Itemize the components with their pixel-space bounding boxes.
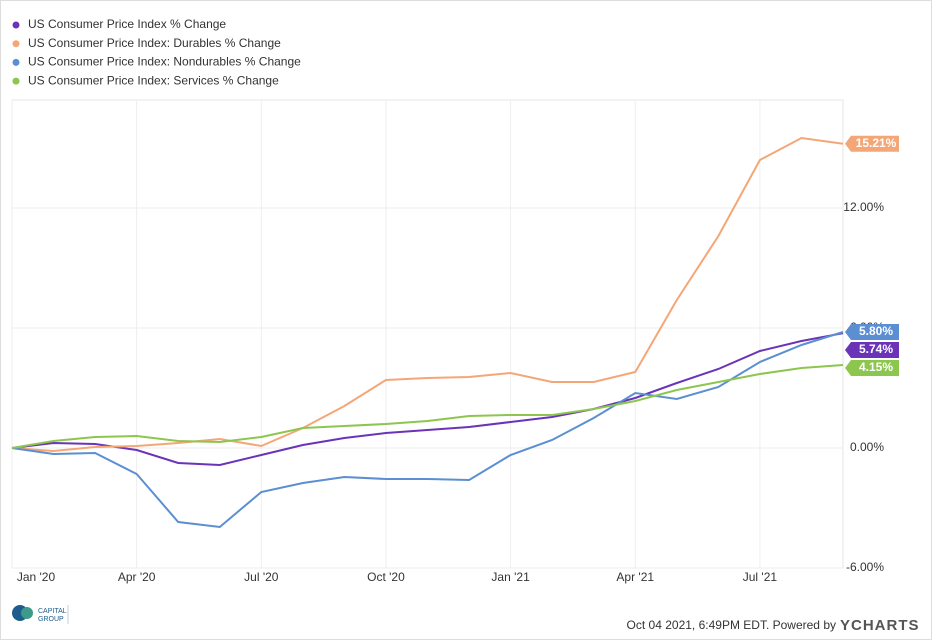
timestamp: Oct 04 2021, 6:49PM EDT. Powered by [627,618,836,632]
series-line [11,136,844,453]
value-label-tag [845,324,899,340]
legend-label: US Consumer Price Index: Nondurables % C… [28,55,301,69]
series-line [11,332,844,467]
legend-marker [12,58,20,66]
x-tick-label: Apr '20 [118,570,156,584]
logo-text: GROUP [38,616,64,623]
legend-marker [12,77,20,85]
logo: CAPITAL GROUP [12,605,69,624]
value-label: 15.21% [856,136,897,150]
y-tick-label: -6.00% [846,560,884,574]
legend-label: US Consumer Price Index % Change [28,17,226,31]
x-tick-label: Apr '21 [616,570,654,584]
x-tick-label: Jan '21 [491,570,530,584]
legend-marker [12,40,20,48]
series-line [11,331,844,529]
legend-label: US Consumer Price Index: Services % Chan… [28,73,279,87]
value-label-tag [845,135,899,152]
value-label: 4.15% [859,360,893,374]
value-label-tag [845,342,899,358]
x-tick-label: Oct '20 [367,570,405,584]
logo-text: CAPITAL [38,608,67,615]
brand: YCHARTS [840,617,920,634]
x-tick-label: Jul '21 [743,570,778,584]
series-line [11,364,844,449]
x-tick-label: Jul '20 [244,570,279,584]
legend-marker [12,21,20,29]
y-tick-label: 0.00% [850,440,884,454]
legend-label: US Consumer Price Index: Durables % Chan… [28,36,281,50]
logo-mark [21,607,33,619]
x-tick-label: Jan '20 [17,570,56,584]
y-tick-label: 12.00% [843,200,884,214]
value-label: 5.74% [859,342,893,356]
value-label-tag [845,360,899,376]
value-label: 5.80% [859,324,893,338]
